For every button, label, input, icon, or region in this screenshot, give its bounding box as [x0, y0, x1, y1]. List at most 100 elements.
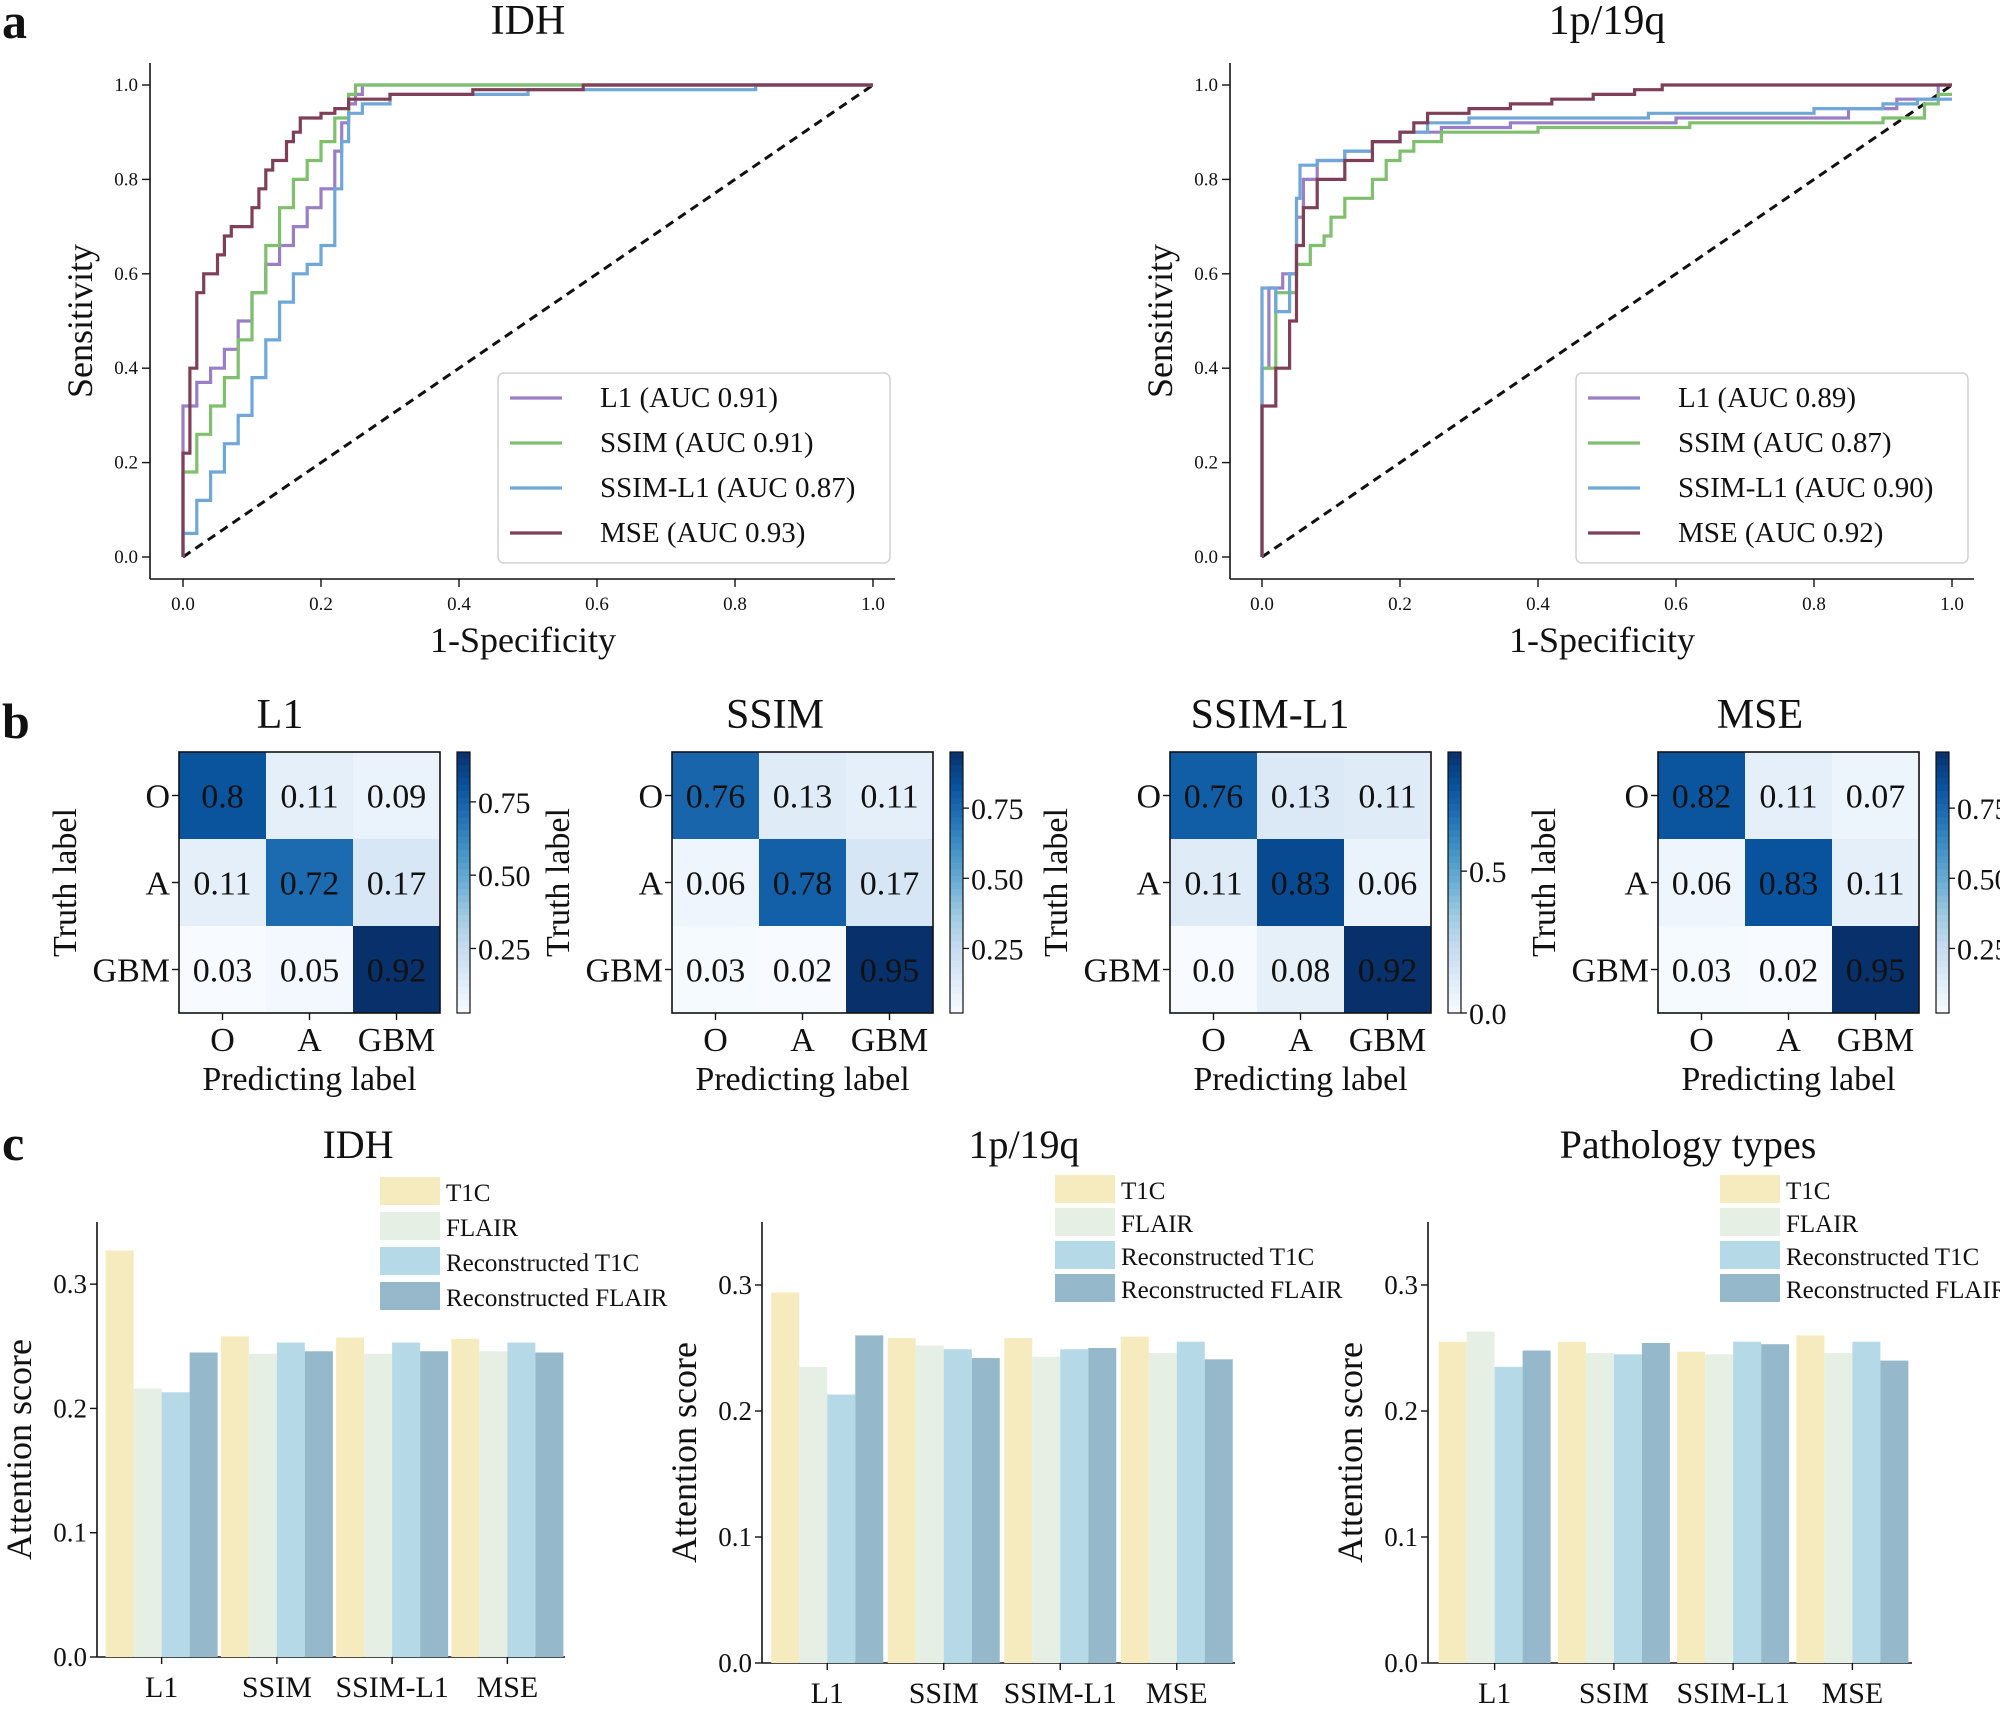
colorbar-segment	[1448, 889, 1461, 897]
colorbar-segment	[457, 784, 470, 792]
bar-l1-reconstructed-t1c	[1494, 1366, 1523, 1663]
colorbar-segment	[950, 823, 963, 831]
x-tick-label: 0.4	[447, 594, 471, 615]
colorbar-tick-label: 0.50	[971, 863, 1024, 896]
colorbar-segment	[1936, 908, 1949, 916]
matrix-cell	[1745, 839, 1832, 926]
y-tick-label: 0.0	[1194, 547, 1218, 568]
matrix-cell	[1832, 839, 1919, 926]
y-tick-label: 0.4	[114, 358, 138, 379]
colorbar-segment	[1448, 849, 1461, 857]
y-tick-label: 0.2	[1384, 1396, 1418, 1426]
colorbar-segment	[950, 986, 963, 995]
x-axis-label-idh: 1-Specificity	[430, 620, 616, 660]
bar-l1-t1c	[105, 1250, 134, 1657]
confusion-matrix-mse: MSE 0.82 0.11 0.07 0.06 0.83 0.11 0.03 0.02 0.95 O…	[1526, 692, 2000, 1098]
y-tick-label: 0.0	[1384, 1648, 1418, 1678]
colorbar-segment	[950, 967, 963, 975]
legend-swatch-t1c	[380, 1177, 440, 1205]
y-tick-label: 0.2	[53, 1393, 87, 1423]
colorbar-segment	[1448, 954, 1461, 962]
colorbar-segment	[457, 804, 470, 812]
colorbar-segment	[457, 993, 470, 1001]
colorbar-segment	[457, 902, 470, 910]
matrix-cell-value: 0.76	[686, 779, 746, 816]
colorbar-segment	[1448, 986, 1461, 995]
bar-ssim-l1-reconstructed-t1c	[1733, 1341, 1762, 1663]
y-tick-label: 0.2	[114, 453, 138, 474]
colorbar-segment	[1448, 830, 1461, 838]
x-tick-label: SSIM	[909, 1677, 979, 1710]
colorbar-segment	[950, 882, 963, 890]
matrix-cell	[1658, 839, 1745, 926]
roc-curve-mse	[181, 83, 873, 557]
colorbar-segment	[1936, 784, 1949, 792]
col-label: A	[1776, 1022, 1801, 1059]
legend-swatch-t1c	[1720, 1175, 1780, 1203]
colorbar-tick-label: 0.0	[1469, 998, 1507, 1031]
col-label: GBM	[1837, 1022, 1914, 1059]
matrix-cell-value: 0.8	[201, 779, 244, 816]
chance-diagonal-line	[182, 83, 874, 559]
colorbar-tick-label: 0.5	[1469, 856, 1507, 889]
col-label: O	[210, 1022, 235, 1059]
x-tick-label: L1	[811, 1677, 844, 1710]
colorbar-segment	[1936, 804, 1949, 812]
x-tick-label: 0.6	[585, 594, 609, 615]
bar-ssim-t1c	[887, 1337, 916, 1663]
colorbar-segment	[950, 752, 963, 760]
colorbar-segment	[1448, 895, 1461, 903]
colorbar-segment	[1936, 836, 1949, 844]
y-axis-label-mse: Truth label	[1526, 808, 1563, 957]
bar-ssim-l1-flair	[1705, 1354, 1734, 1663]
row-label: O	[145, 779, 170, 816]
row-label: A	[638, 866, 663, 903]
row-label: GBM	[586, 953, 663, 990]
colorbar-segment	[1448, 980, 1461, 988]
colorbar-segment	[457, 934, 470, 942]
bar-mse-t1c	[1796, 1335, 1825, 1663]
bar-ssim-l1-reconstructed-flair	[1761, 1344, 1790, 1663]
colorbar-segment	[1448, 817, 1461, 825]
matrix-cell	[1832, 752, 1919, 839]
x-tick-label: L1	[1478, 1677, 1511, 1710]
colorbar-segment	[950, 908, 963, 916]
colorbar-frame	[456, 751, 471, 1014]
colorbar-segment	[1936, 765, 1949, 773]
colorbar-segment	[950, 843, 963, 851]
bar-mse-flair	[1824, 1353, 1853, 1663]
colorbar-segment	[1448, 758, 1461, 766]
bar-mse-reconstructed-t1c	[507, 1342, 536, 1657]
colorbar-segment	[1448, 823, 1461, 831]
colorbar-segment	[1936, 771, 1949, 779]
matrix-cell-value: 0.05	[280, 953, 340, 990]
legend-label: SSIM-L1 (AUC 0.90)	[1678, 472, 1933, 504]
chart-title-1p-19q: 1p/19q	[968, 1122, 1079, 1167]
bar-ssim-l1-t1c	[336, 1337, 365, 1657]
matrix-cell	[1832, 926, 1919, 1013]
matrix-cell	[1344, 752, 1431, 839]
legend-label: T1C	[1121, 1178, 1165, 1205]
matrix-cell-value: 0.95	[1846, 953, 1906, 990]
matrix-cell-value: 0.78	[773, 866, 833, 903]
bar-l1-reconstructed-t1c	[161, 1392, 190, 1657]
matrix-cell	[266, 839, 353, 926]
colorbar-tick-label: 0.75	[971, 793, 1024, 826]
legend-label: L1 (AUC 0.89)	[1678, 382, 1856, 414]
colorbar-segment	[457, 856, 470, 864]
matrix-cell	[179, 839, 266, 926]
colorbar-segment	[950, 915, 963, 923]
colorbar-segment	[457, 915, 470, 923]
colorbar-segment	[1448, 856, 1461, 864]
y-axis-label-1p-19q: Sensitivity	[1140, 244, 1180, 398]
roc-curve-ssim	[181, 83, 873, 557]
colorbar-tick-label: 0.25	[1957, 933, 2000, 966]
legend-box	[497, 372, 891, 564]
col-label: O	[1201, 1022, 1226, 1059]
colorbar-tick-label: 0.50	[478, 860, 531, 893]
colorbar-segment	[1936, 797, 1949, 805]
row-label: O	[1136, 779, 1161, 816]
bar-l1-t1c	[1438, 1341, 1467, 1663]
matrix-cell	[1745, 752, 1832, 839]
matrix-cell-value: 0.83	[1759, 866, 1819, 903]
